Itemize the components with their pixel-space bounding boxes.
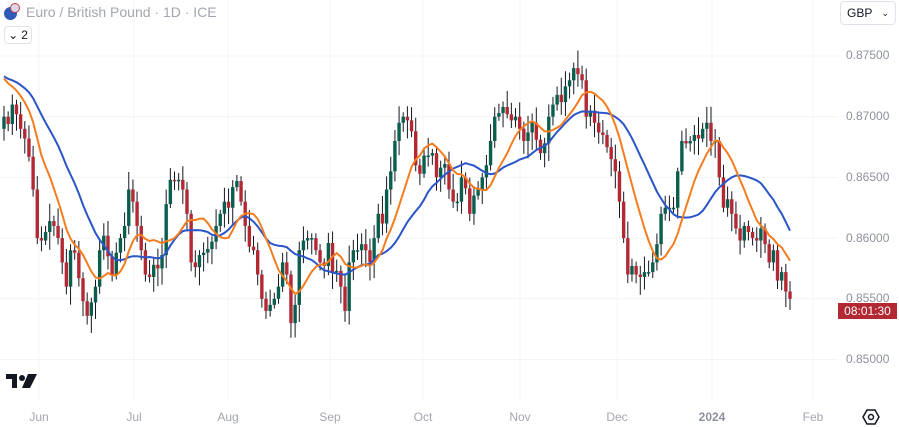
indicator-count: 2	[21, 28, 28, 42]
ma-fast-line	[3, 77, 791, 296]
y-tick-label: 0.85000	[846, 352, 890, 366]
currency-select[interactable]: GBP ⌄	[840, 1, 896, 25]
eur-gbp-flag-icon	[4, 3, 22, 21]
candlesticks	[2, 50, 792, 338]
x-tick-label: Sep	[319, 410, 341, 424]
x-tick-label: Dec	[606, 410, 628, 424]
tradingview-logo-icon[interactable]	[6, 374, 38, 390]
x-tick-label: Aug	[217, 410, 239, 424]
x-tick-label: Oct	[413, 410, 433, 424]
x-tick-label: Feb	[802, 410, 824, 424]
x-tick-label: Jul	[126, 410, 142, 424]
y-tick-label: 0.86000	[846, 231, 890, 245]
currency-value: GBP	[847, 6, 873, 20]
y-tick-label: 0.86500	[846, 170, 890, 184]
indicators-collapse-button[interactable]: ⌄ 2	[4, 26, 32, 44]
y-tick-label: 0.85500	[846, 291, 890, 305]
ma-slow-line	[3, 75, 791, 276]
x-tick-label: Nov	[509, 410, 531, 424]
bar-countdown-tag: 08:01:30	[838, 303, 897, 319]
x-tick-label: 2024	[698, 410, 726, 424]
symbol-header[interactable]: Euro / British Pound · 1D · ICE	[4, 3, 217, 21]
chevron-down-icon: ⌄	[881, 7, 889, 18]
x-tick-label: Jun	[29, 410, 49, 424]
chart-grid	[0, 0, 838, 400]
symbol-title: Euro / British Pound · 1D · ICE	[26, 4, 217, 20]
chevron-down-icon: ⌄	[8, 28, 19, 42]
y-tick-label: 0.87500	[846, 48, 890, 62]
y-tick-label: 0.87000	[846, 109, 890, 123]
settings-gear-icon[interactable]	[862, 408, 880, 426]
